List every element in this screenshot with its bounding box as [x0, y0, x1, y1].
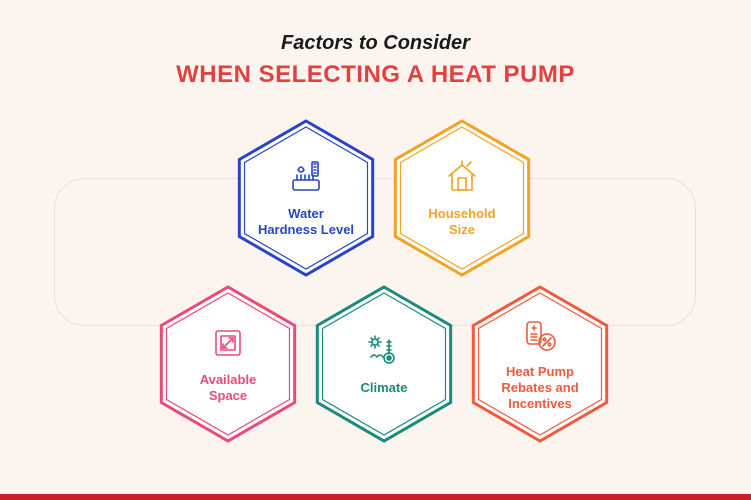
hex-content: Heat PumpRebates andIncentives: [470, 284, 610, 444]
available-space-icon: [209, 324, 247, 362]
hex-content: HouseholdSize: [392, 118, 532, 278]
hex-household-size: HouseholdSize: [392, 118, 532, 278]
hex-content: Climate: [314, 284, 454, 444]
hex-content: AvailableSpace: [158, 284, 298, 444]
hex-label: Climate: [361, 380, 408, 396]
footer-accent-bar: [0, 494, 751, 500]
title-block: Factors to Consider WHEN SELECTING A HEA…: [0, 0, 751, 89]
water-hardness-icon: [287, 158, 325, 196]
rebates-icon: [521, 316, 559, 354]
hex-available-space: AvailableSpace: [158, 284, 298, 444]
title-line1: Factors to Consider: [0, 32, 751, 55]
climate-icon: [365, 332, 403, 370]
household-size-icon: [443, 158, 481, 196]
hex-label: HouseholdSize: [428, 206, 495, 239]
hex-rebates: Heat PumpRebates andIncentives: [470, 284, 610, 444]
hex-label: AvailableSpace: [200, 372, 257, 405]
hex-label: WaterHardness Level: [258, 206, 354, 239]
hex-label: Heat PumpRebates andIncentives: [501, 364, 578, 413]
hex-content: WaterHardness Level: [236, 118, 376, 278]
hex-climate: Climate: [314, 284, 454, 444]
hex-water-hardness: WaterHardness Level: [236, 118, 376, 278]
title-line2: WHEN SELECTING A HEAT PUMP: [0, 61, 751, 89]
